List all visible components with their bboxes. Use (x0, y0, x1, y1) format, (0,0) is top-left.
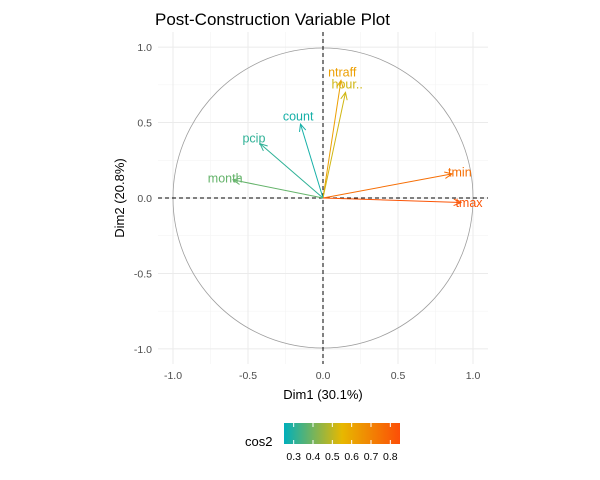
legend-tick-label: 0.5 (325, 451, 340, 463)
color-legend: cos2 0.3 0.4 0.5 0.6 0.7 0.8 (245, 423, 400, 463)
plot-area: -1.0 -0.5 0.0 0.5 1.0 -1.0 -0.5 0.0 0.5 1.0 ntraff… (134, 32, 488, 382)
legend-title: cos2 (245, 434, 272, 449)
arrow-head (453, 198, 463, 207)
legend-colorbar (284, 423, 400, 444)
variable-label: tmin (448, 165, 472, 179)
variable-label: ntraff (328, 65, 357, 79)
arrow-head (259, 142, 268, 152)
variable-arrow-month (232, 179, 324, 199)
arrow-head (444, 171, 454, 179)
x-tick-label: 0.0 (316, 370, 331, 382)
x-axis-label: Dim1 (30.1%) (283, 387, 362, 402)
chart-title: Post-Construction Variable Plot (155, 10, 390, 29)
variable-arrow-tmin (322, 173, 453, 199)
arrow-head (336, 79, 344, 89)
x-tick-label: -1.0 (164, 370, 182, 382)
legend-tick-label: 0.6 (344, 451, 359, 463)
y-tick-label: 0.5 (137, 118, 152, 130)
y-tick-label: 0.0 (137, 193, 152, 205)
variable-arrow-hour (322, 92, 346, 199)
x-tick-label: 0.5 (391, 370, 406, 382)
variable-arrow-pcip (259, 143, 324, 199)
variable-label: pcip (242, 131, 265, 145)
y-tick-label: -1.0 (134, 344, 152, 356)
variable-label: tmax (455, 196, 483, 210)
variable-arrow-count (300, 123, 324, 199)
y-axis-label: Dim2 (20.8%) (112, 158, 127, 237)
variable-label: hour.. (332, 78, 363, 92)
arrow-head (340, 91, 348, 101)
legend-tick-label: 0.8 (383, 451, 398, 463)
legend-tick-label: 0.3 (286, 451, 301, 463)
x-tick-label: 1.0 (466, 370, 481, 382)
y-tick-label: 1.0 (137, 42, 152, 54)
arrow-head (231, 177, 241, 185)
variable-label: count (283, 109, 314, 123)
variable-label: month (208, 171, 243, 185)
arrow-head (299, 122, 307, 133)
y-tick-label: -0.5 (134, 268, 152, 280)
variable-arrow-ntraff (322, 80, 342, 199)
legend-tick-label: 0.7 (364, 451, 379, 463)
variable-arrow-tmax (322, 197, 462, 204)
legend-tick-label: 0.4 (306, 451, 321, 463)
x-tick-label: -0.5 (239, 370, 257, 382)
